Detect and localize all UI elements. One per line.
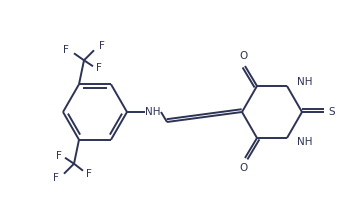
Text: F: F bbox=[63, 45, 69, 55]
Text: NH: NH bbox=[145, 107, 161, 117]
Text: F: F bbox=[86, 169, 92, 179]
Text: O: O bbox=[240, 51, 248, 61]
Text: F: F bbox=[53, 173, 59, 183]
Text: O: O bbox=[240, 163, 248, 173]
Text: NH: NH bbox=[297, 77, 312, 87]
Text: F: F bbox=[96, 63, 102, 73]
Text: F: F bbox=[99, 41, 105, 51]
Text: S: S bbox=[329, 107, 335, 117]
Text: F: F bbox=[56, 151, 62, 161]
Text: NH: NH bbox=[297, 137, 312, 147]
